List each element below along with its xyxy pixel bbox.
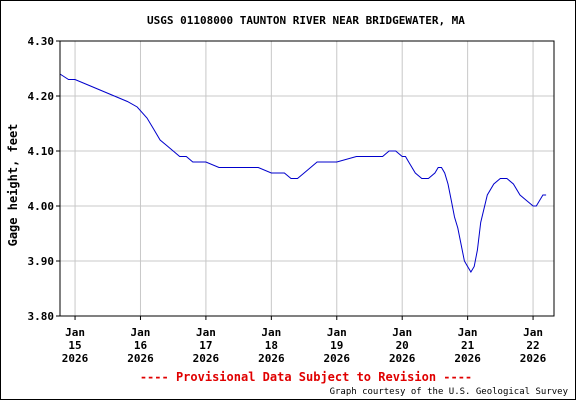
credit-note: Graph courtesy of the U.S. Geological Su… [330, 387, 569, 397]
x-tick-label: 2026 [258, 352, 285, 365]
series-line [59, 73, 547, 273]
x-tick-label: Jan [458, 326, 478, 339]
plot-area [60, 41, 554, 316]
x-tick-label: 2026 [389, 352, 416, 365]
y-tick-label: 4.30 [28, 35, 55, 48]
x-tick-label: Jan [523, 326, 543, 339]
x-tick-label: Jan [196, 326, 216, 339]
x-tick-label: 22 [526, 339, 539, 352]
x-tick-label: 21 [461, 339, 475, 352]
y-tick-label: 4.10 [28, 145, 55, 158]
x-tick-label: 2026 [324, 352, 351, 365]
x-tick-label: Jan [261, 326, 281, 339]
x-tick-label: 2026 [193, 352, 220, 365]
provisional-note: ---- Provisional Data Subject to Revisio… [140, 370, 472, 384]
x-tick-label: 16 [134, 339, 148, 352]
x-tick-label: Jan [131, 326, 151, 339]
y-tick-label: 3.90 [28, 255, 55, 268]
x-tick-label: 2026 [454, 352, 481, 365]
x-axis-ticks: Jan152026Jan162026Jan172026Jan182026Jan1… [62, 316, 547, 365]
x-tick-label: 2026 [520, 352, 547, 365]
y-tick-label: 3.80 [28, 310, 55, 323]
x-tick-label: 18 [265, 339, 278, 352]
x-tick-label: Jan [327, 326, 347, 339]
y-axis-label: Gage height, feet [6, 124, 20, 247]
y-axis-ticks: 3.80 3.90 4.00 4.10 4.20 4.30 [28, 35, 60, 323]
x-tick-label: 2026 [62, 352, 89, 365]
x-tick-label: Jan [392, 326, 412, 339]
x-tick-label: 20 [396, 339, 409, 352]
x-tick-label: 15 [68, 339, 81, 352]
x-tick-label: 17 [199, 339, 212, 352]
x-tick-label: 19 [330, 339, 343, 352]
y-tick-label: 4.20 [28, 90, 55, 103]
series-layer [59, 73, 547, 273]
x-tick-label: 2026 [127, 352, 154, 365]
x-tick-label: Jan [65, 326, 85, 339]
plot-border [59, 40, 555, 317]
y-tick-label: 4.00 [28, 200, 55, 213]
chart-title: USGS 01108000 TAUNTON RIVER NEAR BRIDGEW… [147, 14, 465, 27]
